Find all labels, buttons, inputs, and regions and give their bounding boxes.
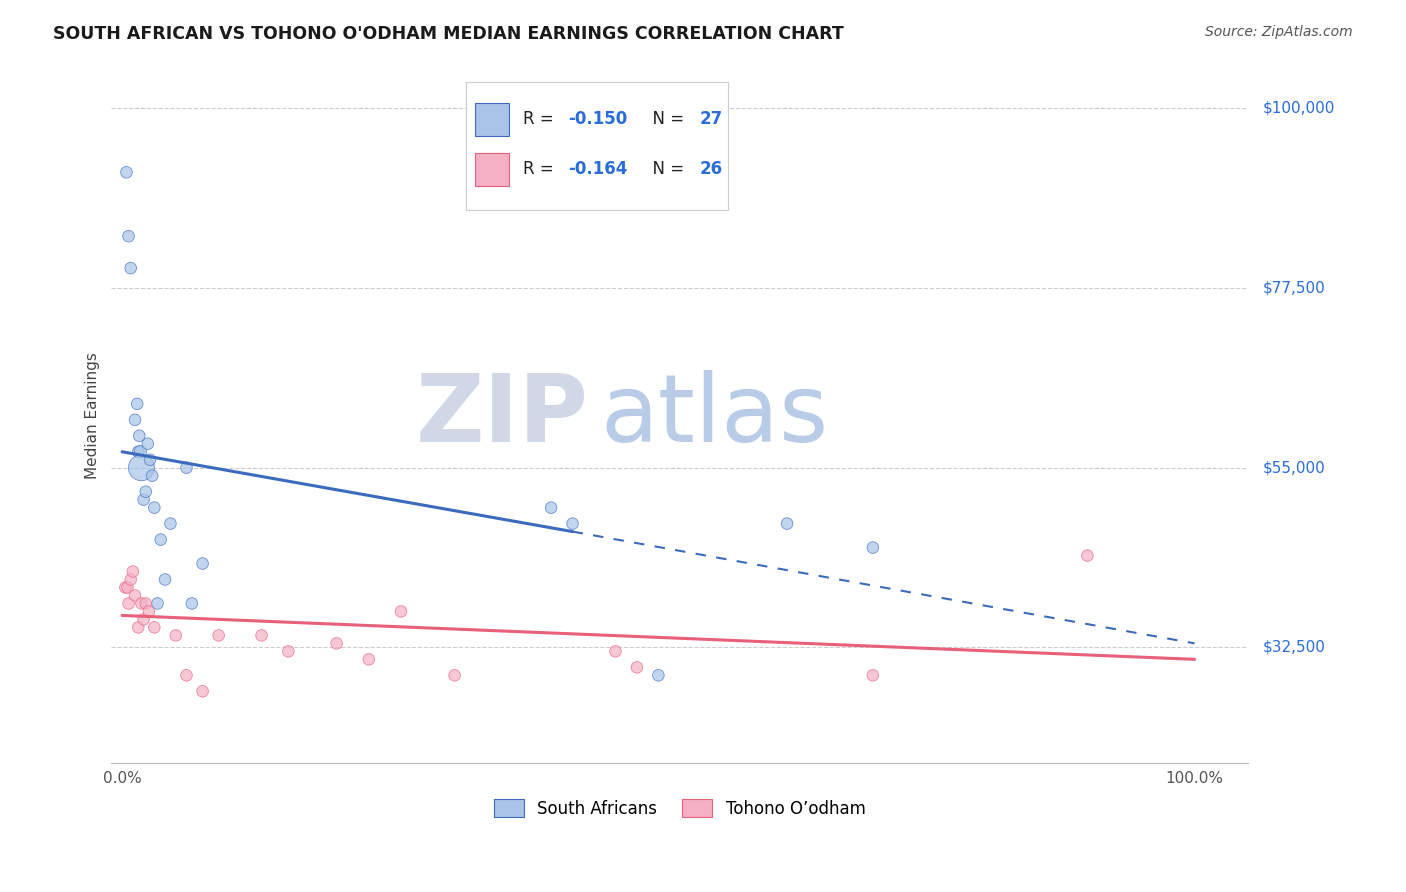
Point: [176, 460, 198, 475]
Point: [647, 668, 669, 682]
Text: R =: R =: [523, 161, 560, 178]
Point: [176, 668, 198, 682]
Text: 27: 27: [699, 111, 723, 128]
Point: [191, 557, 214, 571]
Point: [132, 612, 155, 626]
Text: $100,000: $100,000: [1263, 101, 1336, 116]
FancyBboxPatch shape: [467, 82, 727, 211]
Point: [128, 429, 150, 443]
Point: [561, 516, 583, 531]
Point: [135, 484, 157, 499]
Text: $32,500: $32,500: [1263, 640, 1326, 655]
Text: R =: R =: [523, 111, 560, 128]
Point: [250, 628, 273, 642]
Point: [605, 644, 627, 658]
Point: [1076, 549, 1098, 563]
Point: [129, 444, 152, 458]
Point: [117, 581, 139, 595]
Point: [862, 668, 884, 682]
Point: [127, 397, 149, 411]
Point: [135, 597, 157, 611]
Y-axis label: Median Earnings: Median Earnings: [86, 352, 100, 479]
Point: [121, 565, 143, 579]
Text: -0.164: -0.164: [568, 161, 628, 178]
FancyBboxPatch shape: [475, 103, 509, 136]
Point: [120, 573, 142, 587]
Point: [357, 652, 380, 666]
Text: N =: N =: [643, 161, 690, 178]
Point: [540, 500, 562, 515]
Point: [180, 597, 202, 611]
Point: [143, 620, 166, 634]
Point: [626, 660, 648, 674]
Point: [277, 644, 299, 658]
Point: [153, 573, 176, 587]
Text: -0.150: -0.150: [568, 111, 627, 128]
Point: [131, 597, 153, 611]
Point: [191, 684, 214, 698]
Point: [138, 604, 160, 618]
Point: [124, 413, 146, 427]
Point: [165, 628, 187, 642]
Point: [124, 589, 146, 603]
Point: [208, 628, 231, 642]
Point: [159, 516, 181, 531]
Point: [117, 229, 139, 244]
Point: [141, 468, 163, 483]
Point: [117, 597, 139, 611]
Point: [776, 516, 799, 531]
Point: [136, 436, 159, 450]
Point: [325, 636, 347, 650]
Point: [120, 261, 142, 276]
Text: $55,000: $55,000: [1263, 460, 1326, 475]
Text: 26: 26: [699, 161, 723, 178]
Point: [132, 492, 155, 507]
Text: ZIP: ZIP: [416, 370, 589, 462]
Point: [149, 533, 172, 547]
Text: N =: N =: [643, 111, 690, 128]
FancyBboxPatch shape: [475, 153, 509, 186]
Point: [114, 581, 136, 595]
Point: [127, 444, 149, 458]
Text: atlas: atlas: [600, 370, 828, 462]
Point: [127, 620, 149, 634]
Point: [131, 460, 153, 475]
Text: SOUTH AFRICAN VS TOHONO O'ODHAM MEDIAN EARNINGS CORRELATION CHART: SOUTH AFRICAN VS TOHONO O'ODHAM MEDIAN E…: [53, 25, 844, 43]
Point: [389, 604, 412, 618]
Text: $77,500: $77,500: [1263, 281, 1326, 295]
Legend: South Africans, Tohono O’odham: South Africans, Tohono O’odham: [488, 793, 872, 824]
Text: Source: ZipAtlas.com: Source: ZipAtlas.com: [1205, 25, 1353, 39]
Point: [443, 668, 465, 682]
Point: [139, 452, 162, 467]
Point: [143, 500, 166, 515]
Point: [146, 597, 169, 611]
Point: [115, 165, 138, 179]
Point: [862, 541, 884, 555]
